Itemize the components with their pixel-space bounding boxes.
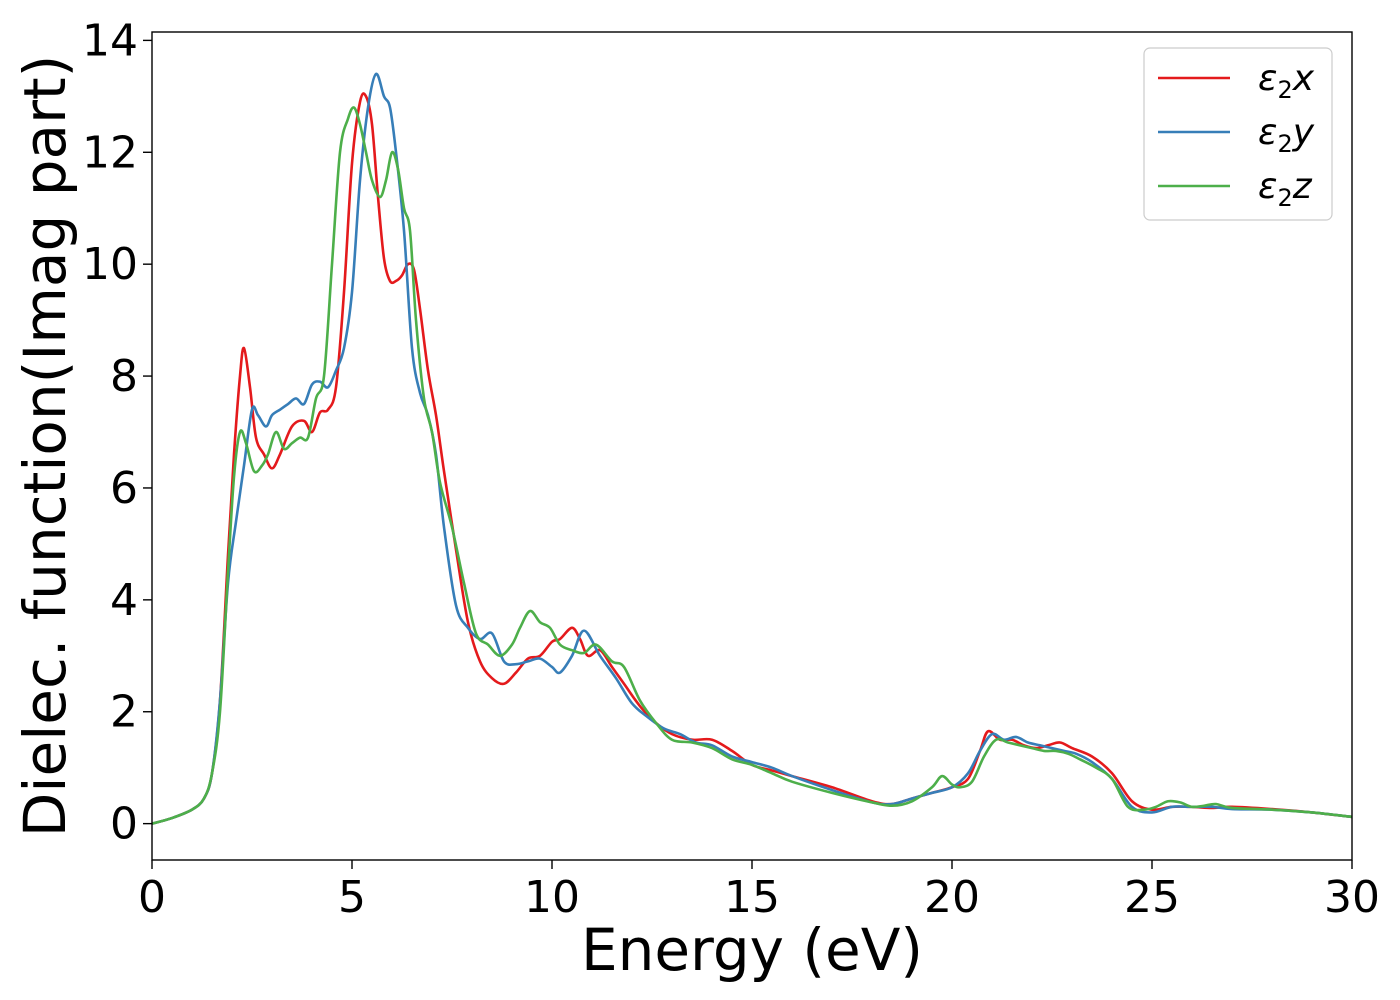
x-tick-label: 15 [724, 872, 780, 923]
y-tick-label: 12 [82, 127, 138, 178]
x-axis-title: Energy (eV) [581, 916, 923, 984]
x-tick-label: 5 [338, 872, 366, 923]
y-axis-title: Dielec. function(Imag part) [11, 55, 79, 838]
y-tick-label: 6 [110, 463, 138, 514]
legend-frame [1143, 47, 1333, 221]
y-tick-label: 10 [82, 239, 138, 290]
x-tick-label: 30 [1324, 872, 1380, 923]
y-tick-label: 8 [110, 351, 138, 402]
legend: ε2x ε2y ε2z [1143, 47, 1333, 221]
x-axis: 0 5 10 15 20 25 30 [138, 860, 1380, 923]
y-tick-label: 2 [110, 687, 138, 738]
series-line-z [151, 106, 1353, 825]
y-tick-label: 14 [82, 15, 138, 66]
x-tick-label: 10 [524, 872, 580, 923]
x-tick-label: 0 [138, 872, 166, 923]
series-layer [151, 72, 1353, 825]
y-tick-label: 4 [110, 575, 138, 626]
x-tick-label: 20 [924, 872, 980, 923]
legend-label-y: ε2y [1258, 112, 1315, 158]
y-axis: 0 2 4 6 8 10 12 14 [82, 15, 152, 850]
x-tick-label: 25 [1124, 872, 1180, 923]
legend-label-z: ε2z [1258, 166, 1313, 212]
legend-label-x: ε2x [1258, 58, 1315, 104]
y-tick-label: 0 [110, 799, 138, 850]
series-line-y [151, 72, 1353, 825]
